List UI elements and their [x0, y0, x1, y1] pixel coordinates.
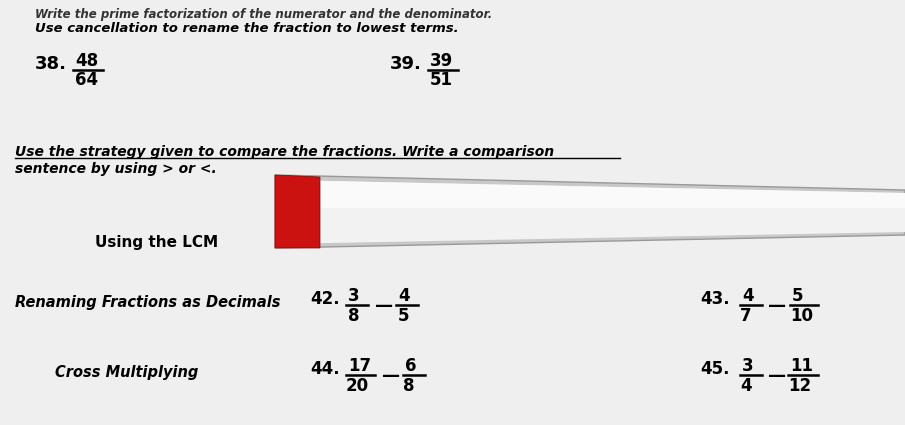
Text: 38.: 38.	[35, 55, 67, 73]
Text: 45.: 45.	[700, 360, 729, 378]
Text: Use cancellation to rename the fraction to lowest terms.: Use cancellation to rename the fraction …	[35, 22, 459, 35]
Text: Using the LCM: Using the LCM	[95, 235, 218, 250]
Text: 48: 48	[75, 52, 98, 70]
Text: 3: 3	[742, 357, 754, 375]
Text: 39.: 39.	[390, 55, 422, 73]
Polygon shape	[285, 180, 905, 208]
Text: 8: 8	[348, 307, 359, 325]
Text: 39: 39	[430, 52, 453, 70]
Text: 43.: 43.	[700, 290, 729, 308]
Text: 44.: 44.	[310, 360, 339, 378]
Text: 11: 11	[790, 357, 813, 375]
Text: 4: 4	[398, 287, 410, 305]
Text: Cross Multiplying: Cross Multiplying	[55, 365, 198, 380]
Text: —: —	[375, 297, 393, 315]
Text: 5: 5	[792, 287, 804, 305]
Text: —: —	[768, 297, 786, 315]
Text: 7: 7	[740, 307, 752, 325]
Text: 20: 20	[346, 377, 369, 395]
Text: 4: 4	[740, 377, 752, 395]
Polygon shape	[275, 175, 320, 248]
Text: 8: 8	[403, 377, 414, 395]
Text: 4: 4	[742, 287, 754, 305]
Text: 3: 3	[348, 287, 359, 305]
Text: —: —	[382, 367, 400, 385]
Text: 17: 17	[348, 357, 371, 375]
Text: 42.: 42.	[310, 290, 339, 308]
Polygon shape	[278, 180, 905, 244]
Text: 5: 5	[398, 307, 409, 325]
Text: 6: 6	[405, 357, 416, 375]
Polygon shape	[275, 175, 905, 248]
Text: 64: 64	[75, 71, 98, 89]
Text: sentence by using > or <.: sentence by using > or <.	[15, 162, 217, 176]
Text: Use the strategy given to compare the fractions. Write a comparison: Use the strategy given to compare the fr…	[15, 145, 554, 159]
Text: 51: 51	[430, 71, 453, 89]
Text: Write the prime factorization of the numerator and the denominator.: Write the prime factorization of the num…	[35, 8, 492, 21]
Text: 12: 12	[788, 377, 811, 395]
Text: Renaming Fractions as Decimals: Renaming Fractions as Decimals	[15, 295, 281, 310]
Text: —: —	[768, 367, 786, 385]
Text: 10: 10	[790, 307, 813, 325]
